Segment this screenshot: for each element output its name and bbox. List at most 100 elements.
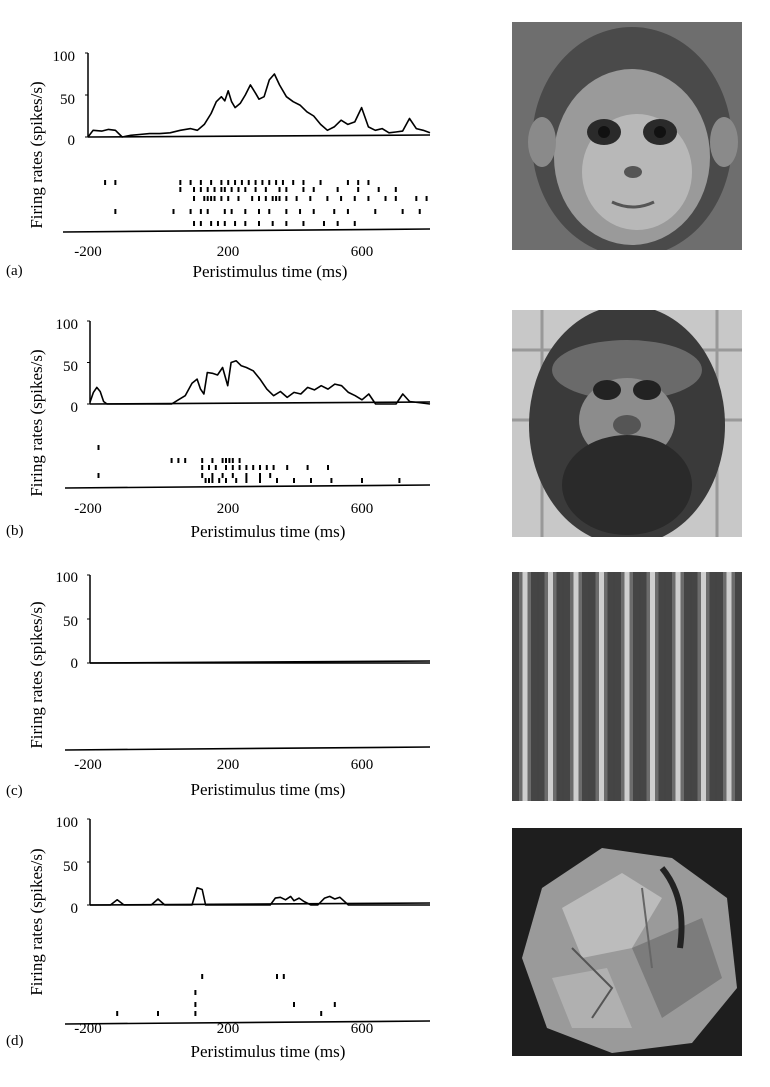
spike-tick xyxy=(259,478,261,483)
spike-tick xyxy=(401,209,404,214)
spike-tick xyxy=(225,458,227,463)
panel-c: 100 50 0 -200 200 600 Firing rates (spik… xyxy=(0,545,742,810)
spike-tick xyxy=(293,1002,295,1007)
xtick-label: 200 xyxy=(217,244,240,260)
spike-tick xyxy=(199,187,202,192)
grating-bright-stripe xyxy=(573,572,579,801)
spike-tick xyxy=(238,458,241,463)
spike-tick xyxy=(346,180,349,185)
spike-tick xyxy=(336,187,339,192)
spike-tick xyxy=(231,465,234,470)
spike-tick xyxy=(230,187,233,192)
xtick-label: 600 xyxy=(351,757,374,773)
spike-tick xyxy=(97,445,100,450)
spike-tick xyxy=(259,465,261,470)
spike-tick xyxy=(286,465,289,470)
grating-bright-stripe xyxy=(624,572,630,801)
spike-tick xyxy=(268,209,271,214)
spike-tick xyxy=(231,473,234,478)
spike-tick xyxy=(269,473,272,478)
x-axis-title: Peristimulus time (ms) xyxy=(191,780,346,799)
spike-tick xyxy=(418,209,421,214)
spike-tick xyxy=(281,180,284,185)
spike-tick xyxy=(264,187,267,192)
x-axis-title: Peristimulus time (ms) xyxy=(191,1042,346,1061)
spike-tick xyxy=(230,209,233,214)
spike-tick xyxy=(295,196,298,201)
spike-tick xyxy=(293,478,295,483)
firing-rate-line xyxy=(87,73,431,138)
spike-tick xyxy=(184,458,187,463)
spike-tick xyxy=(302,187,305,192)
spike-tick xyxy=(367,196,370,201)
sine-wave-grating-image xyxy=(512,572,742,801)
spike-tick xyxy=(210,221,213,226)
spike-tick xyxy=(276,974,278,979)
ytick-label: 100 xyxy=(56,317,79,333)
xtick-label: 600 xyxy=(351,244,374,260)
ytick-label: 0 xyxy=(71,656,79,672)
spike-tick xyxy=(299,209,302,214)
spike-tick xyxy=(201,458,204,463)
spike-tick xyxy=(258,221,260,226)
ytick-label: 100 xyxy=(53,49,76,65)
spike-tick xyxy=(326,196,329,201)
spike-tick xyxy=(194,990,197,995)
spike-tick xyxy=(216,221,219,226)
spike-tick xyxy=(357,187,360,192)
y-axis-title: Firing rates (spikes/s) xyxy=(27,349,46,496)
ytick-label: 50 xyxy=(60,92,75,108)
spike-tick xyxy=(194,1002,197,1007)
ytick-label: 50 xyxy=(63,359,78,375)
crumpled-paper-object-image xyxy=(512,828,742,1056)
spike-tick xyxy=(177,458,180,463)
plot-b: 100 50 0 -200 200 600 Firing rates (spik… xyxy=(6,317,431,541)
spike-tick xyxy=(258,209,260,214)
grating-bright-stripe xyxy=(522,572,528,801)
spike-tick xyxy=(271,196,274,201)
spike-tick xyxy=(245,478,248,483)
plot-d: 100 50 0 -200 200 600 Firing rates (spik… xyxy=(6,815,431,1061)
x-axis-line xyxy=(64,484,431,489)
spike-tick xyxy=(415,196,418,201)
spike-tick xyxy=(258,196,260,201)
spike-tick xyxy=(384,196,387,201)
x-axis-line xyxy=(62,228,431,233)
monkey-face-bearded-image xyxy=(512,310,742,537)
ytick-labels: 100 50 0 xyxy=(56,570,79,672)
spike-tick xyxy=(221,473,224,478)
spike-tick xyxy=(320,1011,323,1016)
spike-tick xyxy=(346,209,349,214)
spike-tick xyxy=(221,458,224,463)
y-axis-title: Firing rates (spikes/s) xyxy=(27,848,46,995)
plot-c: 100 50 0 -200 200 600 Firing rates (spik… xyxy=(6,570,431,799)
spike-tick xyxy=(251,196,254,201)
y-axis-title: Firing rates (spikes/s) xyxy=(27,601,46,748)
xtick-labels: -200 200 600 xyxy=(74,244,373,260)
spike-tick xyxy=(193,187,196,192)
spike-tick xyxy=(220,180,223,185)
xtick-labels: -200 200 600 xyxy=(74,1021,373,1037)
spike-tick xyxy=(377,187,380,192)
spike-tick xyxy=(302,180,305,185)
grating-bright-stripe xyxy=(548,572,553,801)
xtick-label: 200 xyxy=(217,501,240,517)
panel-b: 100 50 0 -200 200 600 Firing rates (spik… xyxy=(0,273,742,541)
spike-tick xyxy=(104,180,107,185)
spike-tick xyxy=(114,209,117,214)
spike-tick xyxy=(211,473,214,478)
spike-tick xyxy=(353,221,356,226)
xtick-label: 200 xyxy=(217,757,240,773)
spike-tick xyxy=(227,180,230,185)
spike-tick xyxy=(309,196,312,201)
spike-tick xyxy=(268,180,271,185)
spike-tick xyxy=(194,1011,197,1016)
spike-tick xyxy=(179,187,182,192)
spike-tick xyxy=(204,478,207,483)
spike-tick xyxy=(276,478,278,483)
firing-rate-line xyxy=(89,360,431,405)
spike-tick xyxy=(97,473,100,478)
spike-tick xyxy=(312,209,315,214)
spike-tick xyxy=(223,187,226,192)
spike-tick xyxy=(264,196,267,201)
